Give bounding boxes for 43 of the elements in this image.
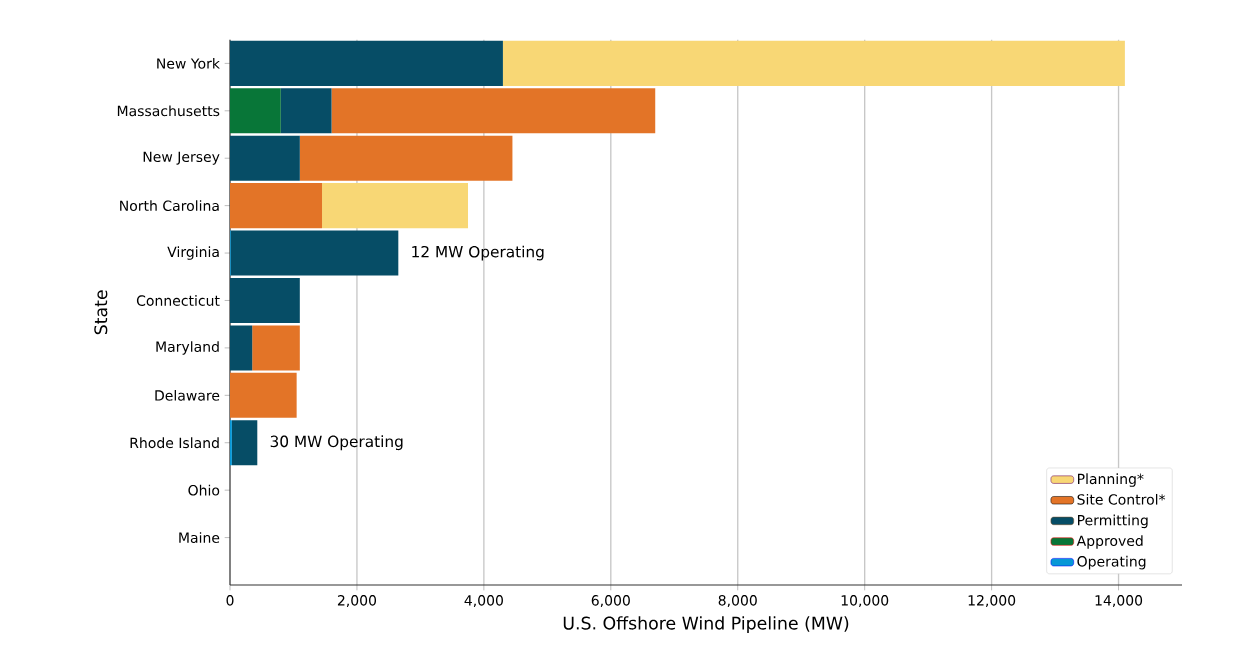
bar <box>230 135 300 181</box>
bar <box>230 277 300 323</box>
y-tick-label: New York <box>157 57 220 69</box>
bar <box>231 420 258 466</box>
y-tick-label: Maryland <box>156 341 219 355</box>
bar <box>252 325 300 371</box>
x-axis-title: U.S. Offshore Wind Pipeline (MW) <box>563 616 849 633</box>
bar <box>230 88 281 134</box>
legend-label: Operating <box>1077 555 1146 570</box>
bar <box>230 325 253 371</box>
x-tick-label: 2,000 <box>337 595 377 608</box>
y-tick-label: Connecticut <box>136 295 220 306</box>
y-axis-title: State <box>94 290 108 335</box>
bar <box>502 40 1125 86</box>
bar <box>230 230 399 276</box>
bar <box>230 40 503 86</box>
x-tick-label: 0 <box>226 595 234 606</box>
x-tick-label: 14,000 <box>1095 595 1143 608</box>
x-tick-label: 8,000 <box>718 595 757 608</box>
x-tick-label: 6,000 <box>591 595 630 608</box>
x-tick-label: 4,000 <box>464 595 503 608</box>
y-tick-label: Delaware <box>155 389 220 401</box>
y-tick-label: Rhode Island <box>130 437 219 449</box>
bar <box>331 88 656 134</box>
bar <box>230 372 297 418</box>
y-tick-label: New Jersey <box>143 151 220 165</box>
x-tick-label: 10,000 <box>841 595 889 608</box>
legend-label: Permitting <box>1078 514 1148 529</box>
y-tick-label: North Carolina <box>120 200 219 212</box>
y-tick-label: Massachusetts <box>117 105 220 117</box>
bar <box>230 183 323 229</box>
bar <box>299 135 513 181</box>
legend-label: Planning* <box>1078 473 1144 487</box>
bar <box>322 183 469 229</box>
y-tick-label: Virginia <box>167 246 219 260</box>
annotation: 30 MW Operating <box>270 435 403 451</box>
bar <box>280 88 332 134</box>
annotation: 12 MW Operating <box>412 245 544 261</box>
legend-label: Site Control* <box>1077 493 1166 505</box>
y-tick-label: Ohio <box>188 484 220 496</box>
x-tick-label: 12,000 <box>968 595 1016 608</box>
legend-label: Approved <box>1076 535 1143 549</box>
y-tick-label: Maine <box>179 532 220 543</box>
